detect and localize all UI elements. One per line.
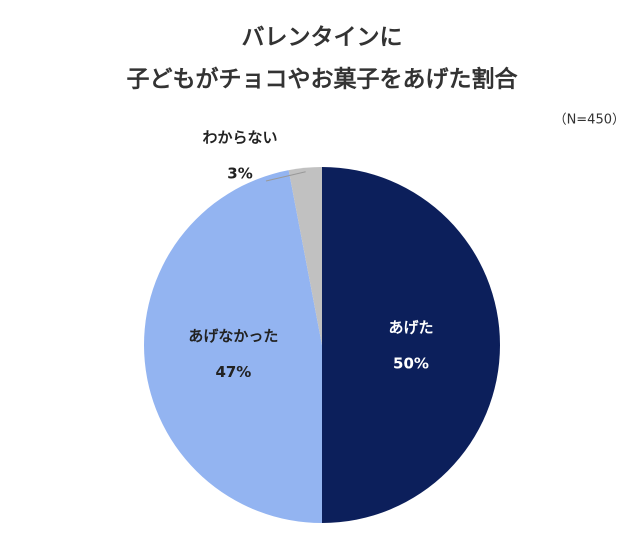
value-label: 50% [393,355,429,373]
chart-title: 子どもがチョコやお菓子をあげた割合 [127,66,519,93]
value-label: 3% [227,165,252,183]
pie-slice [322,167,500,523]
pie-slice [288,167,322,345]
slice-label: あげなかった [188,327,278,345]
leader-line [265,171,306,182]
chart-title: バレンタインに [242,25,403,51]
slice-label: あげた [388,319,433,337]
chart-subtitle: （N=450） [554,113,625,128]
value-label: 47% [215,363,251,381]
pie-slice [143,170,322,524]
slice-label: わからない [202,129,277,147]
